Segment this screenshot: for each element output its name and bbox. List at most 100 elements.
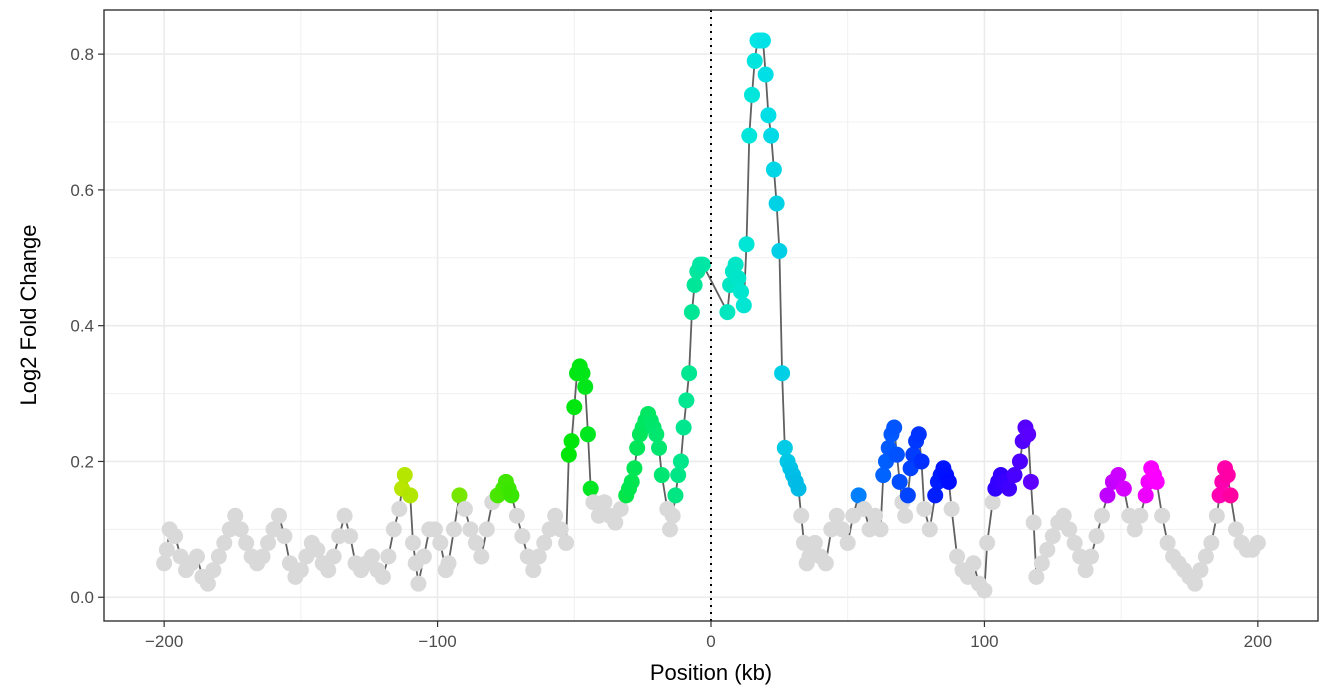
data-point — [391, 500, 408, 517]
data-point — [1227, 521, 1244, 538]
data-point — [834, 521, 851, 538]
data-point — [525, 562, 542, 579]
data-point — [793, 507, 810, 524]
x-tick-label: 100 — [970, 632, 998, 651]
data-point — [1126, 521, 1143, 538]
data-point — [648, 426, 665, 443]
data-point — [1211, 487, 1228, 504]
data-point — [817, 555, 834, 572]
data-point — [410, 575, 427, 592]
data-point — [221, 521, 238, 538]
data-point — [579, 426, 596, 443]
data-point — [686, 276, 703, 293]
data-point — [1132, 507, 1149, 524]
data-point — [590, 507, 607, 524]
data-point — [675, 419, 692, 436]
data-point — [672, 453, 689, 470]
data-point — [730, 270, 747, 287]
data-point — [270, 507, 287, 524]
data-point — [795, 534, 812, 551]
data-point — [1186, 575, 1203, 592]
data-point — [741, 127, 758, 144]
x-tick-label: 200 — [1244, 632, 1272, 651]
data-point — [760, 107, 777, 124]
data-point — [774, 365, 791, 382]
data-point — [1033, 555, 1050, 572]
data-point — [473, 548, 490, 565]
data-point — [1137, 487, 1154, 504]
data-point — [363, 548, 380, 565]
data-point — [664, 507, 681, 524]
data-point — [612, 500, 629, 517]
data-point — [1001, 480, 1018, 497]
data-point — [754, 32, 771, 49]
data-point — [653, 467, 670, 484]
data-point — [765, 161, 782, 178]
data-point — [790, 480, 807, 497]
data-point — [1219, 467, 1236, 484]
data-point — [325, 548, 342, 565]
data-point — [336, 507, 353, 524]
data-point — [1115, 480, 1132, 497]
data-point — [320, 562, 337, 579]
y-tick-label: 0.6 — [70, 181, 94, 200]
data-point — [292, 562, 309, 579]
data-point — [891, 473, 908, 490]
data-point — [530, 548, 547, 565]
data-point — [577, 378, 594, 395]
data-point — [503, 487, 520, 504]
data-point — [519, 548, 536, 565]
data-point — [188, 548, 205, 565]
y-axis: 0.0 0.2 0.4 0.6 0.8 — [70, 45, 104, 607]
data-point — [560, 446, 577, 463]
data-point — [1110, 467, 1127, 484]
data-point — [913, 453, 930, 470]
data-point — [582, 480, 599, 497]
data-point — [910, 426, 927, 443]
data-point — [396, 467, 413, 484]
data-point — [927, 487, 944, 504]
data-point — [921, 521, 938, 538]
data-point — [899, 487, 916, 504]
data-point — [342, 528, 359, 545]
data-point — [380, 548, 397, 565]
data-point — [976, 582, 993, 599]
data-point — [683, 304, 700, 321]
data-point — [984, 494, 1001, 511]
data-point — [867, 507, 884, 524]
data-point — [875, 467, 892, 484]
data-point — [806, 534, 823, 551]
data-point — [678, 392, 695, 409]
data-point — [440, 555, 457, 572]
data-point — [626, 460, 643, 477]
data-point — [415, 548, 432, 565]
data-point — [514, 528, 531, 545]
data-point — [943, 500, 960, 517]
data-point — [916, 500, 933, 517]
data-point — [1061, 521, 1078, 538]
data-point — [426, 521, 443, 538]
data-point — [536, 534, 553, 551]
data-point — [1011, 453, 1028, 470]
x-tick-label: −100 — [418, 632, 456, 651]
data-point — [210, 548, 227, 565]
data-point — [404, 534, 421, 551]
y-tick-label: 0.2 — [70, 452, 94, 471]
data-point — [445, 521, 462, 538]
data-point — [374, 568, 391, 585]
data-point — [872, 521, 889, 538]
data-point — [1208, 507, 1225, 524]
data-point — [744, 86, 761, 103]
data-point — [1083, 548, 1100, 565]
data-point — [462, 521, 479, 538]
data-point — [651, 439, 668, 456]
y-tick-label: 0.0 — [70, 588, 94, 607]
data-point — [309, 541, 326, 558]
data-point — [979, 534, 996, 551]
data-point — [1159, 534, 1176, 551]
data-point — [771, 243, 788, 260]
x-axis: −200 −100 0 100 200 — [145, 621, 1272, 651]
data-point — [478, 521, 495, 538]
data-point — [585, 494, 602, 511]
